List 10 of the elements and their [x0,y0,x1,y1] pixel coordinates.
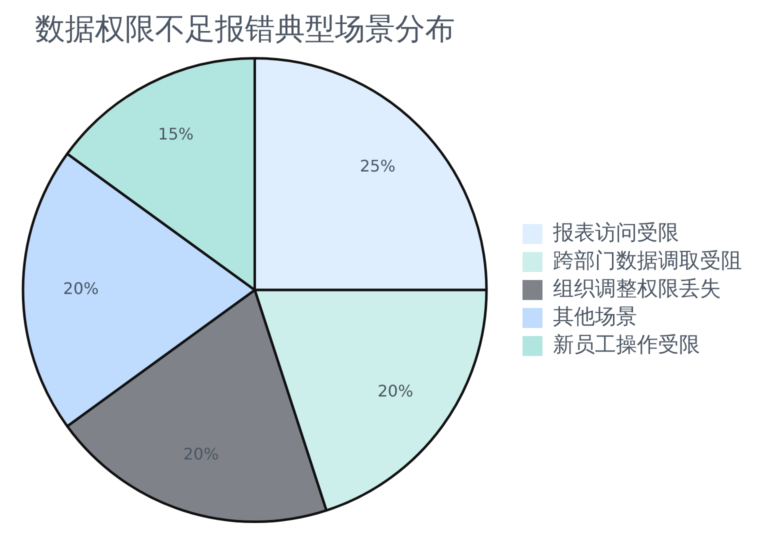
legend-label: 新员工操作受限 [553,332,700,356]
legend-label: 跨部门数据调取受阻 [553,248,742,272]
data-label: 25% [360,156,396,176]
legend-label: 组织调整权限丢失 [553,276,721,300]
chart-title: 数据权限不足报错典型场景分布 [35,12,455,48]
data-label: 15% [158,124,194,144]
legend-label: 报表访问受限 [552,220,679,244]
data-label: 20% [378,381,414,400]
data-label: 20% [63,279,99,298]
legend-label: 其他场景 [553,304,637,328]
